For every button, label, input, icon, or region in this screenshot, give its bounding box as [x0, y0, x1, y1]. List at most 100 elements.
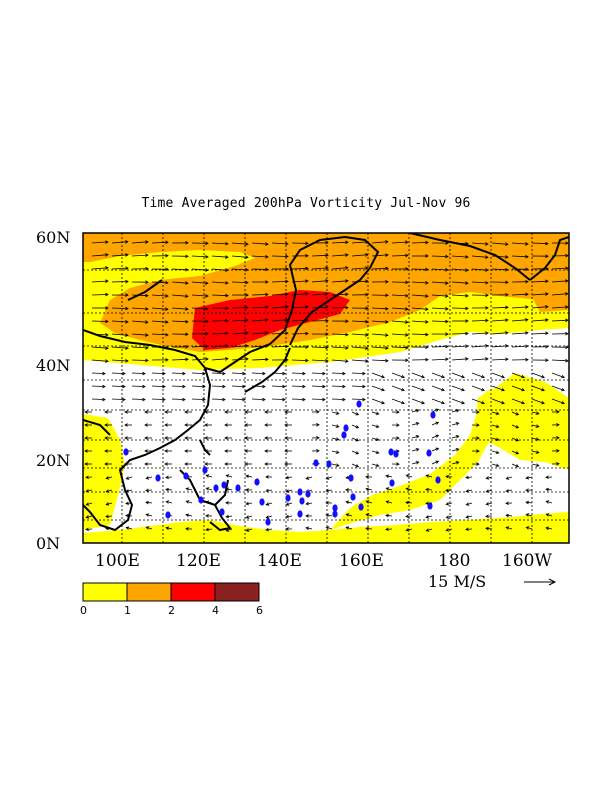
wind-vector-head: [245, 474, 250, 479]
wind-vector-head: [425, 307, 429, 311]
wind-vector: [206, 528, 213, 531]
wind-vector-head: [325, 332, 329, 336]
wind-vector: [266, 528, 273, 531]
wind-vector-head: [265, 280, 269, 284]
wind-vector-head: [245, 293, 249, 297]
wind-vector-head: [184, 462, 188, 466]
wind-vector-head: [244, 423, 248, 427]
wind-vector-head: [125, 346, 129, 350]
wind-vector: [291, 333, 309, 335]
wind-vector: [106, 476, 113, 479]
wind-vector-head: [385, 280, 389, 284]
wind-vector-head: [245, 488, 249, 492]
cyclone-marker: [332, 510, 338, 518]
lon-label-160w: 160W: [502, 551, 552, 571]
reference-vector-label: 15 M/S: [428, 572, 487, 591]
wind-vector: [291, 267, 309, 270]
wind-vector: [125, 515, 133, 517]
wind-vector-head: [225, 318, 229, 323]
wind-vector-head: [405, 267, 409, 271]
cyclone-marker: [389, 479, 395, 487]
wind-vector-head: [162, 371, 166, 376]
wind-vector-head: [396, 462, 400, 466]
wind-vector-head: [202, 384, 206, 389]
wind-vector: [206, 487, 213, 491]
wind-vector-head: [305, 305, 309, 309]
wind-vector-head: [385, 320, 389, 324]
wind-vector-head: [545, 292, 549, 296]
wind-vector: [286, 489, 293, 493]
wind-vector-head: [285, 318, 289, 322]
wind-vector-head: [375, 463, 380, 467]
wind-vector: [531, 306, 548, 309]
wind-vector-head: [145, 500, 149, 505]
wind-vector-head: [545, 331, 549, 336]
wind-vector-head: [145, 333, 149, 337]
cyclone-marker: [265, 518, 271, 526]
wind-vector: [291, 385, 306, 387]
wind-vector-head: [435, 460, 440, 464]
wind-vector-head: [265, 515, 270, 519]
wind-vector-head: [85, 489, 90, 493]
wind-vector-head: [104, 449, 108, 453]
wind-vector: [191, 281, 208, 284]
wind-vector-head: [204, 462, 208, 466]
wind-vector-head: [505, 293, 509, 297]
wind-vector: [111, 307, 129, 309]
wind-vector-head: [405, 500, 409, 505]
wind-vector-head: [425, 345, 429, 349]
wind-vector-head: [282, 384, 286, 389]
wind-vector: [271, 242, 289, 245]
wind-vector-head: [305, 476, 310, 480]
wind-vector: [491, 372, 505, 378]
wind-vector-head: [565, 266, 569, 271]
wind-vector: [226, 474, 233, 478]
wind-vector: [131, 307, 149, 310]
wind-vector-head: [325, 345, 329, 350]
wind-vector: [86, 489, 93, 492]
wind-vector-head: [144, 410, 148, 414]
wind-vector-head: [225, 487, 230, 492]
colorbar-box-1: [126, 582, 172, 602]
wind-vector-head: [445, 515, 450, 519]
wind-vector: [371, 385, 385, 391]
wind-vector-head: [322, 371, 326, 376]
wind-vector-head: [144, 423, 148, 427]
wind-vector-head: [455, 422, 460, 426]
wind-vector-head: [245, 331, 249, 335]
wind-vector-head: [305, 501, 310, 506]
wind-vector-head: [445, 474, 449, 479]
cyclone-marker: [297, 488, 303, 496]
wind-vector: [511, 319, 528, 322]
wind-vector-head: [425, 515, 430, 519]
wind-vector-head: [224, 449, 228, 453]
wind-vector-head: [345, 359, 349, 363]
wind-vector: [231, 385, 246, 387]
wind-vector: [166, 527, 173, 530]
wind-vector: [291, 319, 309, 322]
wind-vector: [426, 515, 433, 518]
wind-vector-head: [185, 487, 190, 491]
wind-vector-head: [385, 266, 389, 271]
wind-vector-head: [245, 515, 250, 519]
wind-vector: [485, 527, 493, 530]
wind-vector-head: [285, 475, 290, 480]
wind-vector: [386, 501, 393, 504]
wind-vector-head: [105, 346, 109, 350]
wind-vector-head: [501, 400, 505, 405]
wind-vector-head: [125, 526, 130, 530]
wind-vector-head: [105, 489, 110, 493]
wind-vector: [206, 475, 213, 478]
wind-vector-head: [495, 411, 500, 415]
wind-vector-head: [365, 513, 370, 517]
wind-vector-head: [285, 489, 290, 493]
wind-vector: [366, 488, 373, 491]
wind-vector-head: [435, 408, 440, 412]
wind-vector: [511, 411, 519, 416]
wind-vector-head: [245, 255, 249, 259]
wind-vector: [331, 437, 339, 441]
wind-vector: [111, 281, 129, 283]
wind-vector: [151, 372, 166, 374]
wind-vector: [451, 448, 459, 452]
wind-vector: [391, 346, 409, 349]
